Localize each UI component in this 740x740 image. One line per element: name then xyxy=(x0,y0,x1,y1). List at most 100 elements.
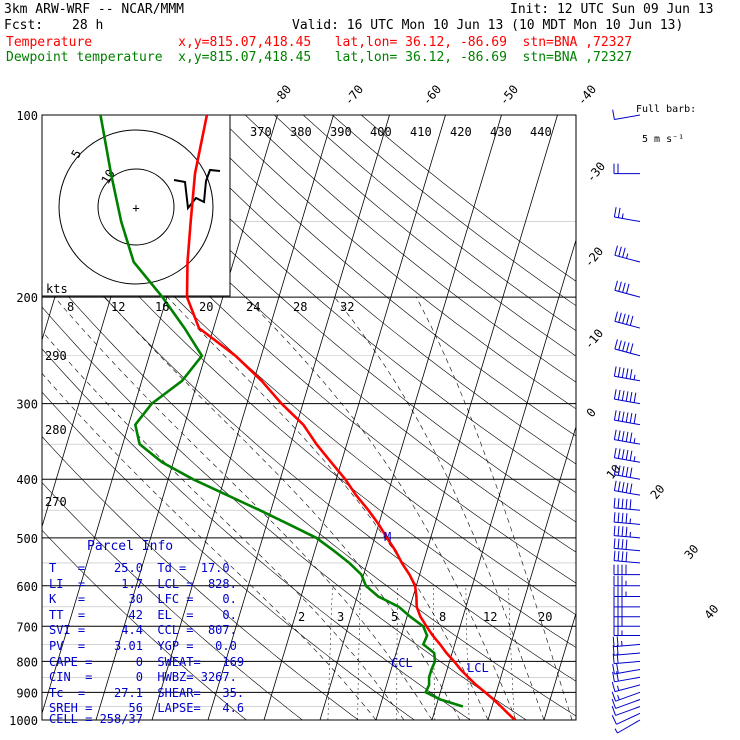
wind-barb-flag xyxy=(622,313,626,324)
isotherm-line xyxy=(95,115,278,720)
wind-barb xyxy=(613,564,640,576)
wind-barb-flag xyxy=(621,466,625,477)
mixing-ratio-label: 2 xyxy=(298,610,305,624)
dry-adiabat-line xyxy=(216,115,576,410)
dry-adiabat-line xyxy=(42,226,576,682)
wind-barb-flag xyxy=(621,482,625,493)
wind-barb-half-flag xyxy=(633,438,636,444)
wind-barb-flag xyxy=(613,480,617,491)
mixing-ratio-line xyxy=(433,585,436,720)
wind-barb xyxy=(613,606,640,618)
wind-barb-flag xyxy=(629,391,633,403)
wind-barb-shaft xyxy=(614,535,641,539)
wind-barb xyxy=(613,538,641,552)
wind-barb-flag xyxy=(613,497,616,508)
wind-barb xyxy=(611,681,641,693)
wind-barb-flag xyxy=(618,246,622,257)
wind-barb-shaft xyxy=(614,348,641,357)
moist-adiabat-line xyxy=(416,296,573,720)
mixing-ratio-line xyxy=(508,585,515,720)
wind-barb-flag xyxy=(613,389,617,400)
wind-barb-flag xyxy=(618,312,622,323)
wind-barb-flag xyxy=(629,467,633,478)
wind-barb-flag xyxy=(625,449,629,460)
wind-barb-shaft xyxy=(614,547,641,552)
wind-barb-flag xyxy=(612,653,615,664)
wind-barb-flag xyxy=(613,447,617,458)
theta-label: 280 xyxy=(45,423,67,437)
wind-barb-flag xyxy=(618,340,622,351)
temperature-label: 30 xyxy=(682,542,702,562)
wind-barb-flag xyxy=(629,315,634,326)
dry-adiabat-line xyxy=(245,115,576,383)
temperature-label: -40 xyxy=(575,82,600,108)
wind-barb xyxy=(613,575,640,587)
wind-barb-flag xyxy=(625,283,630,294)
wind-barb-flag xyxy=(613,538,616,549)
pressure-tick-label: 400 xyxy=(16,473,38,487)
valid-time: Valid: 16 UTC Mon 10 Jun 13 (10 MDT Mon … xyxy=(292,18,684,33)
parcel-row: Tc = 27.1 SHEAR= 35. xyxy=(49,685,245,700)
wind-barb xyxy=(613,616,640,627)
dewpoint-line xyxy=(99,115,464,708)
wind-barb xyxy=(613,464,641,480)
wind-barb-shaft xyxy=(615,706,641,716)
wind-barb xyxy=(613,410,641,426)
dry-adiabat-line xyxy=(42,348,471,720)
parcel-row: SVI = 4.4 CCL = 807. xyxy=(49,623,237,638)
wind-barb-flag xyxy=(611,698,617,709)
parcel-row: SREH = 56 LAPSE= 4.6 xyxy=(49,701,245,716)
wind-barb-flag xyxy=(621,539,624,550)
pressure-tick-label: 500 xyxy=(16,532,38,546)
wind-barb xyxy=(613,163,640,175)
wind-barb-flag xyxy=(616,663,619,674)
init-time: Init: 12 UTC Sun 09 Jun 13 xyxy=(510,2,714,17)
plot-frame xyxy=(41,114,577,721)
wind-barb-flag xyxy=(611,715,617,725)
mixing-ratio-label: 20 xyxy=(538,610,552,624)
theta-label: 430 xyxy=(490,125,512,139)
wind-barb-shaft xyxy=(614,490,641,496)
wind-barb-shaft xyxy=(614,560,641,564)
wind-barb-flag xyxy=(622,282,626,293)
wind-barb-flag xyxy=(621,449,625,460)
wind-barb-flag xyxy=(629,450,633,461)
wind-barb-flag xyxy=(625,391,629,402)
wind-barb-flag xyxy=(625,314,630,325)
wind-barb xyxy=(613,625,640,637)
theta-label: 370 xyxy=(250,125,272,139)
wind-barb xyxy=(612,671,641,683)
wind-barb-flag xyxy=(629,483,633,494)
temperature-label: -10 xyxy=(582,326,607,352)
isotherm-line xyxy=(263,115,446,720)
wind-barb xyxy=(611,691,641,702)
dry-adiabat-line xyxy=(129,115,576,493)
temperature-line xyxy=(185,115,516,720)
wind-barb-flag xyxy=(625,466,629,477)
wind-barb-flag xyxy=(617,498,620,509)
wind-barb-flag xyxy=(617,207,621,218)
mixing-ratio-line xyxy=(357,585,361,720)
wind-barb xyxy=(614,311,641,329)
wind-barb-flag xyxy=(611,705,617,716)
mixing-ratio-label: 16 xyxy=(155,300,169,314)
wind-barb-flag xyxy=(613,429,617,440)
mixing-ratio-label: 8 xyxy=(439,610,446,624)
moist-adiabat-line xyxy=(42,372,377,720)
wind-barb-flag xyxy=(617,512,620,523)
mixed-layer-marker: M xyxy=(384,530,391,544)
wind-barb-flag xyxy=(625,498,628,510)
wind-barb-flag xyxy=(621,498,624,509)
full-barb-title: Full barb: xyxy=(636,104,697,115)
wind-barb-flag xyxy=(629,369,633,380)
temperature-label: -80 xyxy=(270,82,295,108)
wind-barb xyxy=(611,712,641,725)
parcel-row: TT = 42 EL = 0. xyxy=(49,607,237,622)
hodograph-ring xyxy=(97,168,175,246)
legend-dewpoint: Dewpoint temperature x,y=815.07,418.45 l… xyxy=(6,50,633,65)
wind-barb xyxy=(613,586,640,598)
mixing-ratio-line xyxy=(396,585,398,720)
hodograph-trace xyxy=(173,168,221,211)
temperature-label: -50 xyxy=(497,82,522,108)
mixing-ratio-label: 3 xyxy=(337,610,344,624)
